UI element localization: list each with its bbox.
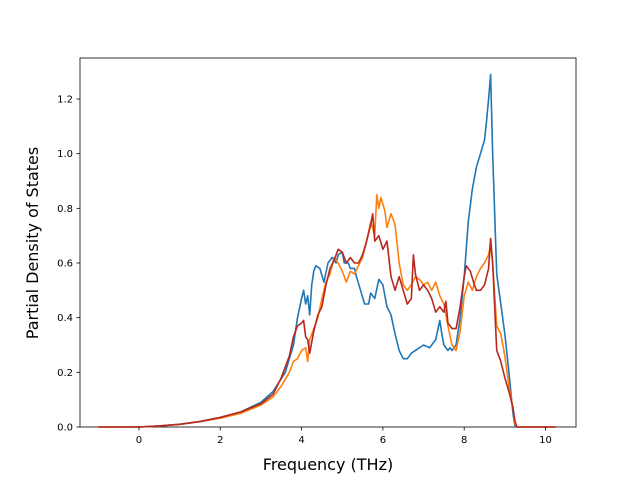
y-tick-label: 0.6 [57, 259, 73, 270]
x-tick-label: 2 [217, 435, 223, 446]
series-layer [98, 73, 556, 428]
x-tick-label: 10 [539, 435, 552, 446]
series-line-2 [98, 193, 556, 428]
x-tick-label: 0 [136, 435, 142, 446]
axes-frame [79, 57, 577, 428]
plot-area [79, 57, 577, 428]
y-tick-label: 0.8 [57, 204, 73, 215]
y-tick-label: 1.2 [57, 95, 73, 106]
x-axis-label: Frequency (THz) [263, 455, 393, 474]
x-tick-label: 6 [380, 435, 386, 446]
series-line-1 [98, 73, 556, 428]
series-line-3 [98, 213, 556, 428]
x-tick-label: 8 [461, 435, 467, 446]
x-axis-ticks: 0 2 4 6 8 10 [136, 427, 552, 446]
y-tick-label: 0.4 [57, 313, 73, 324]
y-tick-label: 0.0 [57, 423, 73, 434]
y-tick-label: 0.2 [57, 368, 73, 379]
y-axis-ticks: 0.0 0.2 0.4 0.6 0.8 1.0 1.2 [57, 95, 80, 434]
y-tick-label: 1.0 [57, 149, 73, 160]
x-tick-label: 4 [298, 435, 304, 446]
y-axis-label: Partial Density of States [23, 147, 42, 339]
